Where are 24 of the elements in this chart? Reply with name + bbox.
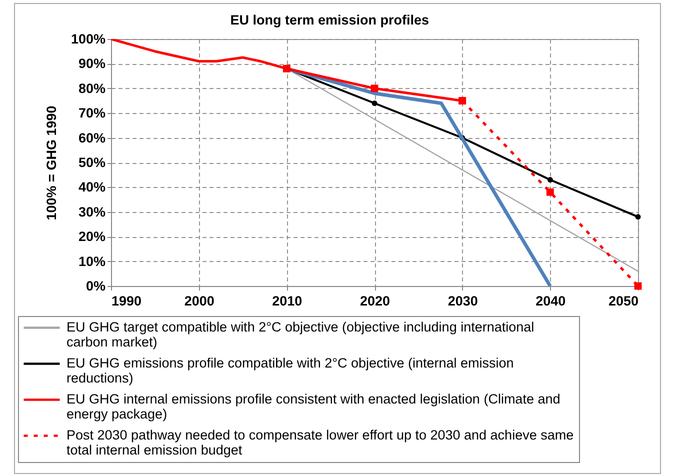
x-tick-label: 2030 (448, 294, 478, 308)
legend-label: EU GHG target compatible with 2°C objective (objective including international carbon market) (66, 319, 534, 350)
x-tick-label: 2000 (184, 294, 214, 308)
y-tick-label: 60% (78, 130, 106, 146)
y-tick-label: 10% (78, 254, 106, 269)
y-tick-label: 80% (78, 80, 106, 96)
legend-label: Post 2030 pathway needed to compensate lower effort up to 2030 and achieve same total internal emission budget (66, 427, 574, 458)
y-tick-label: 40% (78, 180, 106, 195)
x-tick-label: 2040 (536, 294, 566, 308)
y-tick-label: 90% (78, 56, 106, 72)
y-tick-label: 70% (78, 106, 106, 121)
y-axis-title: 100% = GHG 1990 (44, 106, 59, 220)
legend-label: EU GHG internal emissions profile consistent with enacted legislation (Climate and energy package) (66, 391, 560, 422)
legend-label: EU GHG emissions profile compatible with 2°C objective (internal emission reductions) (66, 355, 514, 386)
y-tick-label: 100% (70, 32, 106, 46)
y-tick-label: 50% (78, 155, 106, 170)
x-tick-label: 2050 (608, 294, 638, 308)
y-tick-label: 20% (78, 229, 106, 244)
x-tick-label: 1990 (112, 294, 142, 308)
y-tick-label: 30% (78, 204, 106, 220)
y-tick-label: 0% (86, 278, 106, 294)
chart-title: EU long term emission profiles (230, 12, 430, 28)
x-tick-label: 2010 (272, 294, 302, 308)
x-tick-label: 2020 (360, 294, 390, 308)
